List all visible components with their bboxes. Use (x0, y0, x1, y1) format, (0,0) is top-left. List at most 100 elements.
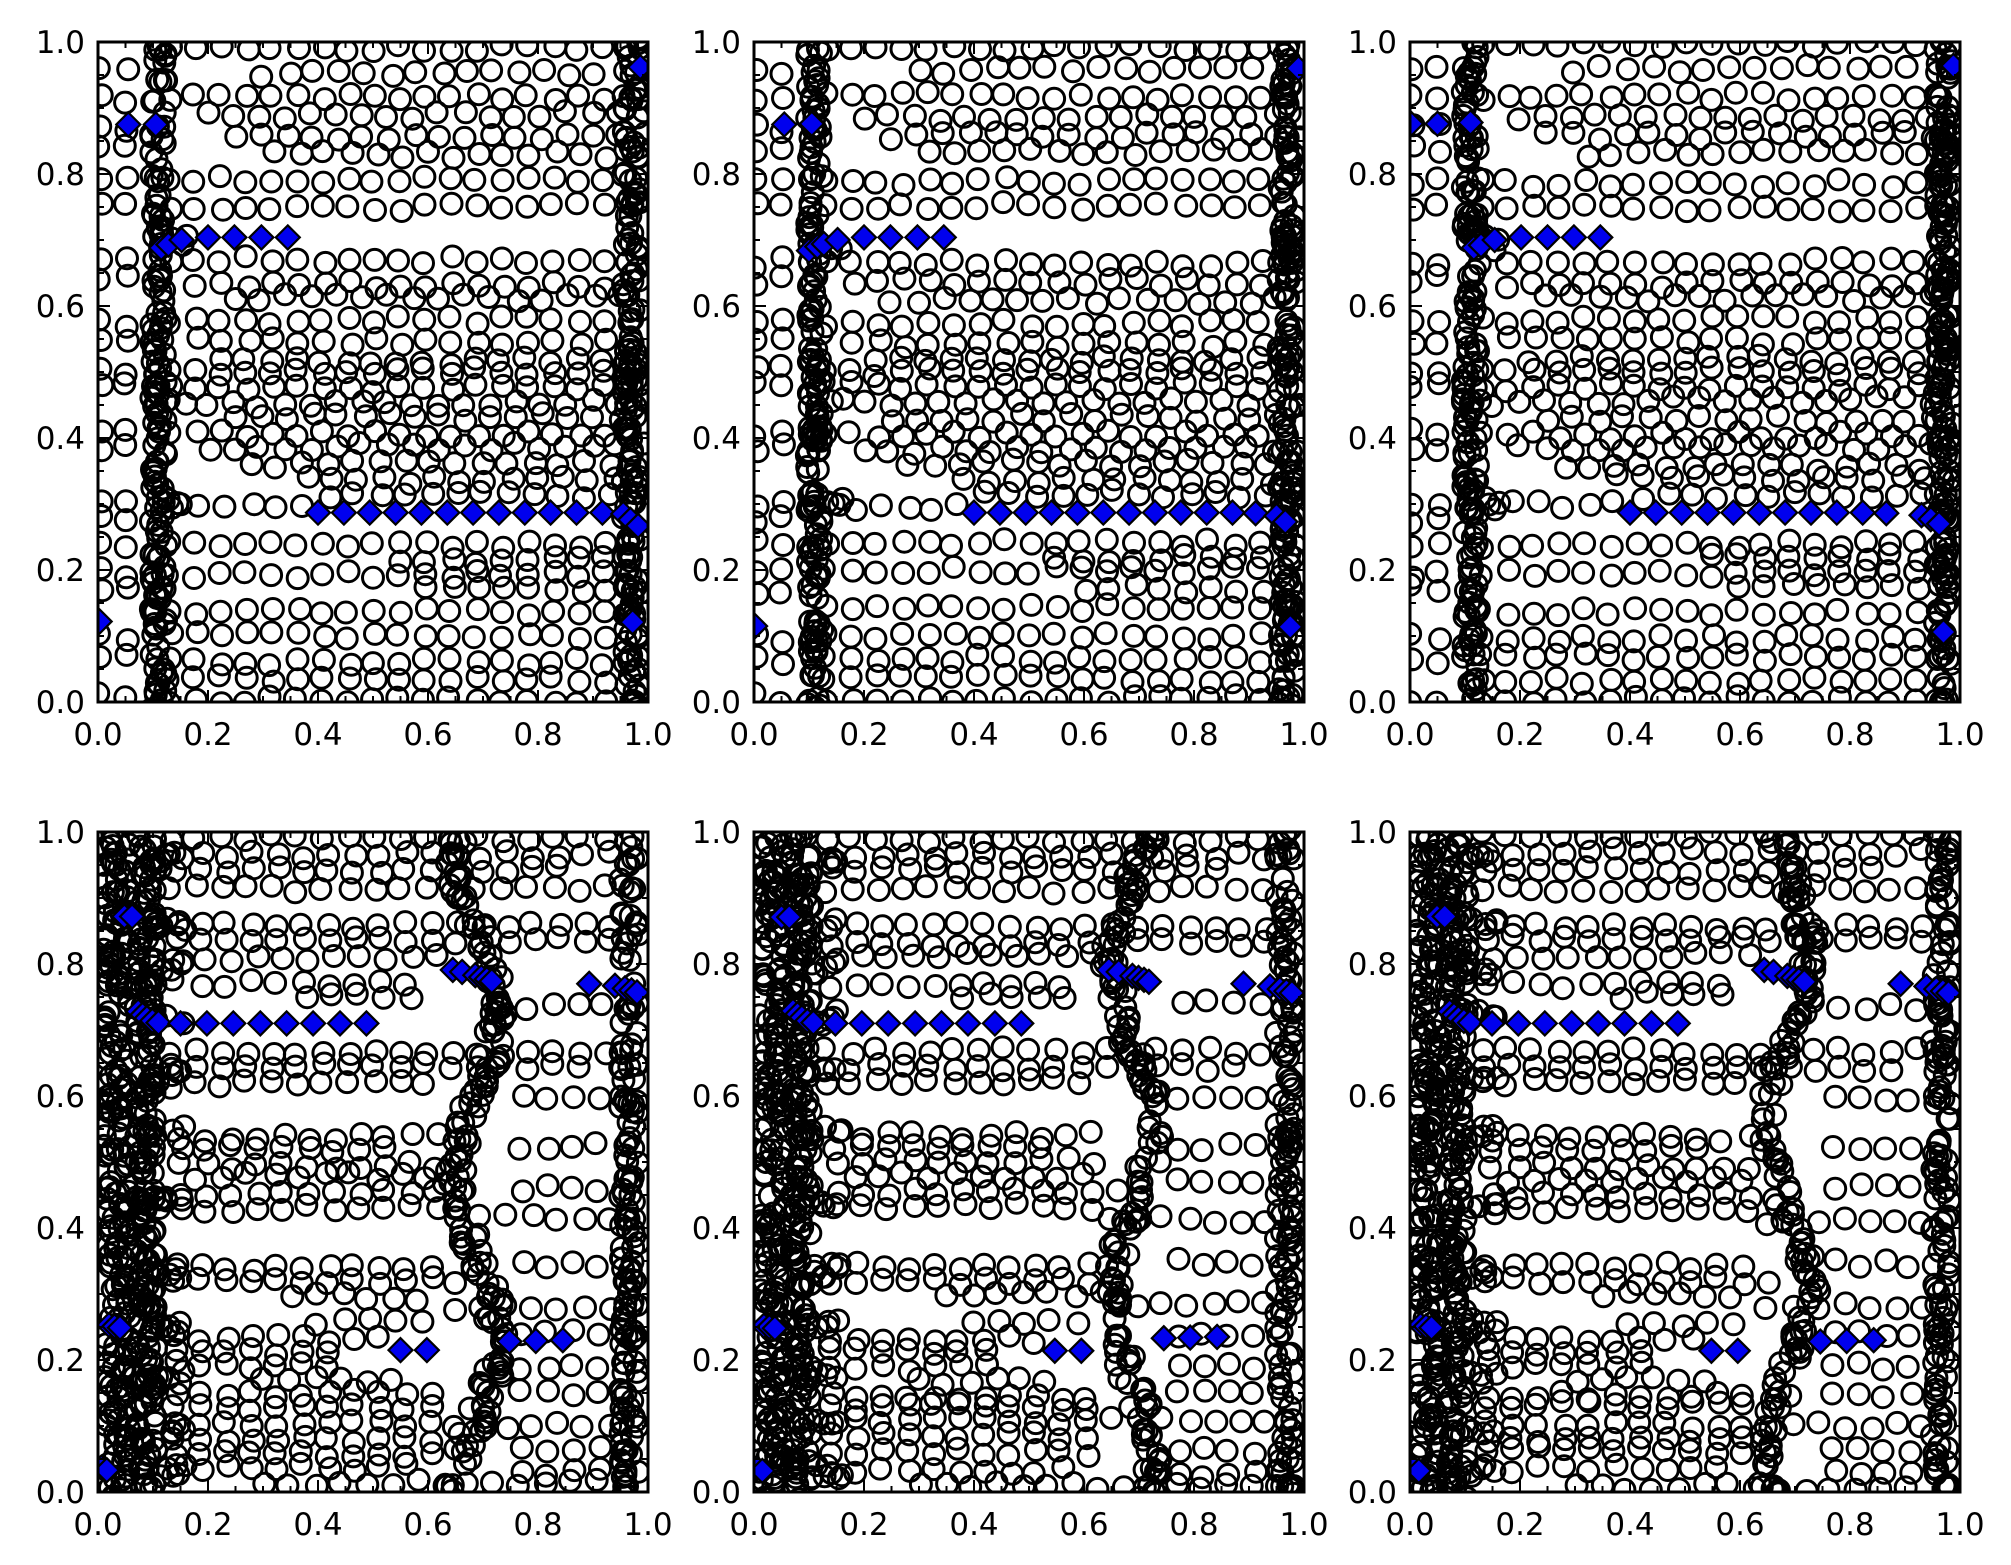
circle-marker (1712, 288, 1737, 313)
circle-marker (1543, 687, 1568, 703)
circle-marker (389, 1040, 414, 1065)
circle-marker (411, 646, 436, 671)
circle-marker (866, 371, 891, 396)
circle-marker (1742, 55, 1767, 80)
circle-marker (1171, 626, 1196, 651)
circle-marker (944, 1426, 969, 1451)
circle-marker (890, 621, 915, 646)
circle-marker (317, 913, 342, 937)
circle-marker (360, 651, 385, 676)
circle-marker (1878, 532, 1902, 557)
circle-marker (999, 845, 1024, 870)
circle-marker (805, 408, 830, 432)
circle-marker (866, 1067, 890, 1092)
circle-marker (1712, 389, 1737, 414)
circle-marker (420, 911, 445, 935)
circle-marker (1842, 289, 1867, 313)
circle-marker (803, 287, 828, 312)
circle-marker (1622, 560, 1647, 585)
circle-marker (913, 874, 938, 899)
circle-marker (555, 406, 580, 430)
circle-marker (1598, 326, 1623, 351)
circle-marker (769, 136, 794, 161)
circle-marker (1221, 307, 1246, 332)
y-tick-label: 1.0 (36, 25, 85, 61)
diamond-marker (142, 110, 170, 139)
circle-marker (922, 912, 947, 937)
circle-marker (1497, 84, 1522, 109)
circle-marker (901, 943, 926, 968)
circle-marker (1507, 389, 1532, 414)
circle-marker (306, 350, 331, 375)
circle-marker (941, 554, 966, 579)
circle-marker (1004, 122, 1029, 147)
circle-marker (538, 192, 563, 217)
circle-marker (573, 929, 598, 954)
circle-marker (919, 1391, 943, 1416)
circle-marker (1461, 264, 1486, 289)
circle-marker (208, 328, 233, 353)
circle-marker (1559, 282, 1584, 307)
circle-marker (873, 945, 898, 970)
diamond-marker (433, 499, 461, 527)
circle-marker (1588, 284, 1613, 309)
circle-marker (1109, 439, 1133, 464)
circle-marker (259, 873, 284, 898)
circle-marker (1143, 166, 1168, 191)
circle-marker (141, 1116, 166, 1141)
circle-marker (340, 140, 365, 165)
circle-marker (1756, 484, 1781, 509)
circle-marker (489, 876, 514, 901)
circle-marker (276, 123, 301, 148)
circle-marker (264, 1343, 289, 1368)
circle-marker (465, 311, 490, 336)
circle-marker (211, 874, 236, 899)
circle-marker (1017, 1067, 1042, 1092)
circle-marker (950, 986, 975, 1011)
circle-marker (1067, 41, 1091, 60)
diamond-marker (1423, 110, 1452, 138)
top-left-axes-frame (96, 40, 650, 704)
circle-marker (507, 1136, 532, 1161)
circle-marker (1724, 325, 1749, 350)
circle-marker (1729, 268, 1754, 293)
circle-marker (496, 480, 521, 505)
diamond-marker (114, 110, 142, 139)
circle-marker (992, 348, 1016, 373)
circle-marker (327, 1470, 352, 1493)
circle-marker (995, 165, 1020, 190)
circle-marker (1005, 435, 1030, 460)
circle-marker (192, 1199, 217, 1224)
circle-marker (366, 142, 391, 167)
circle-marker (918, 268, 943, 293)
circle-marker (1179, 470, 1204, 495)
circle-marker (1572, 251, 1597, 276)
circle-marker (1191, 1252, 1216, 1277)
circle-marker (309, 601, 334, 626)
circle-marker (1043, 372, 1068, 397)
circle-marker (592, 192, 617, 217)
circle-marker (1067, 374, 1092, 398)
circle-marker (1802, 665, 1827, 690)
circle-marker (462, 167, 487, 192)
circle-marker (1790, 108, 1815, 133)
circle-marker (351, 61, 376, 86)
circle-marker (1148, 530, 1173, 554)
circle-marker (567, 992, 592, 1017)
circle-marker (97, 356, 113, 381)
circle-marker (260, 1056, 285, 1081)
x-tick-label: 1.0 (1935, 717, 1984, 753)
circle-marker (296, 464, 321, 489)
circle-marker (1213, 55, 1238, 80)
circle-marker (1763, 283, 1788, 308)
circle-marker (512, 1250, 537, 1275)
circle-marker (404, 1288, 429, 1313)
circle-marker (995, 1394, 1020, 1419)
circle-marker (1000, 447, 1025, 472)
x-tick-label: 0.0 (1385, 717, 1434, 753)
circle-marker (574, 468, 599, 493)
circle-marker (323, 1128, 348, 1153)
circle-marker (209, 41, 234, 59)
circle-marker (1051, 1398, 1076, 1422)
circle-marker (1699, 41, 1724, 56)
